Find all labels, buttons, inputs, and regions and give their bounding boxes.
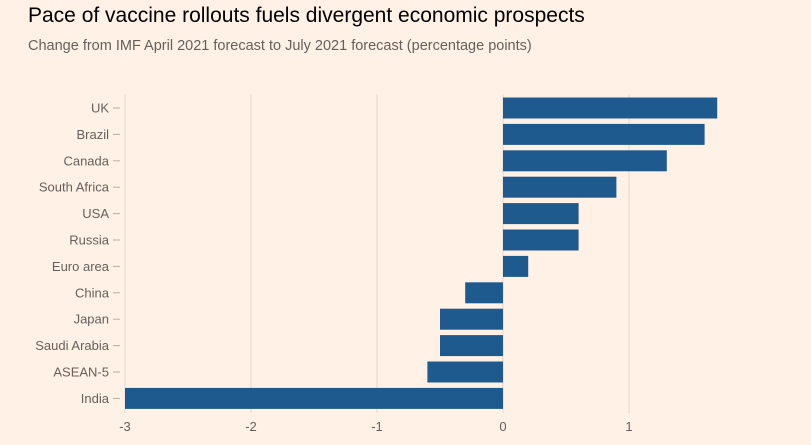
bar-brazil <box>503 123 705 145</box>
tick-labels: -3 -2 -1 0 1 <box>119 419 632 434</box>
bar-canada <box>503 150 667 172</box>
category-label-brazil: Brazil <box>76 127 109 142</box>
x-tick-label: -1 <box>371 419 383 434</box>
category-label-uk: UK <box>91 101 109 116</box>
category-label-euro-area: Euro area <box>52 259 110 274</box>
grid-layer <box>124 94 630 413</box>
x-tick-label: 0 <box>499 419 506 434</box>
x-tick-label: -3 <box>119 419 131 434</box>
category-label-canada: Canada <box>63 153 109 168</box>
category-label-asean-5: ASEAN-5 <box>53 365 109 380</box>
bar-china <box>465 282 503 304</box>
category-label-india: India <box>81 391 110 406</box>
bar-asean-5 <box>427 361 503 383</box>
bar-india <box>125 387 503 409</box>
bar-layer <box>125 97 718 409</box>
bar-russia <box>503 229 579 251</box>
category-label-russia: Russia <box>69 233 110 248</box>
category-label-saudi-arabia: Saudi Arabia <box>35 338 109 353</box>
category-label-japan: Japan <box>74 312 109 327</box>
category-label-south-africa: South Africa <box>39 180 110 195</box>
chart-subtitle: Change from IMF April 2021 forecast to J… <box>28 38 532 54</box>
category-label-china: China <box>75 285 110 300</box>
category-labels: UK Brazil Canada South Africa USA Russia Euro … <box>35 101 120 406</box>
bar-usa <box>503 203 579 225</box>
bar-uk <box>503 97 718 119</box>
bar-saudi-arabia <box>440 335 503 357</box>
bar-south-africa <box>503 176 617 198</box>
chart-title: Pace of vaccine rollouts fuels divergent… <box>28 4 585 27</box>
category-label-usa: USA <box>82 206 109 221</box>
bar-euro-area <box>503 255 529 277</box>
x-tick-label: 1 <box>625 419 632 434</box>
x-tick-label: -2 <box>245 419 257 434</box>
bar-japan <box>440 308 503 330</box>
